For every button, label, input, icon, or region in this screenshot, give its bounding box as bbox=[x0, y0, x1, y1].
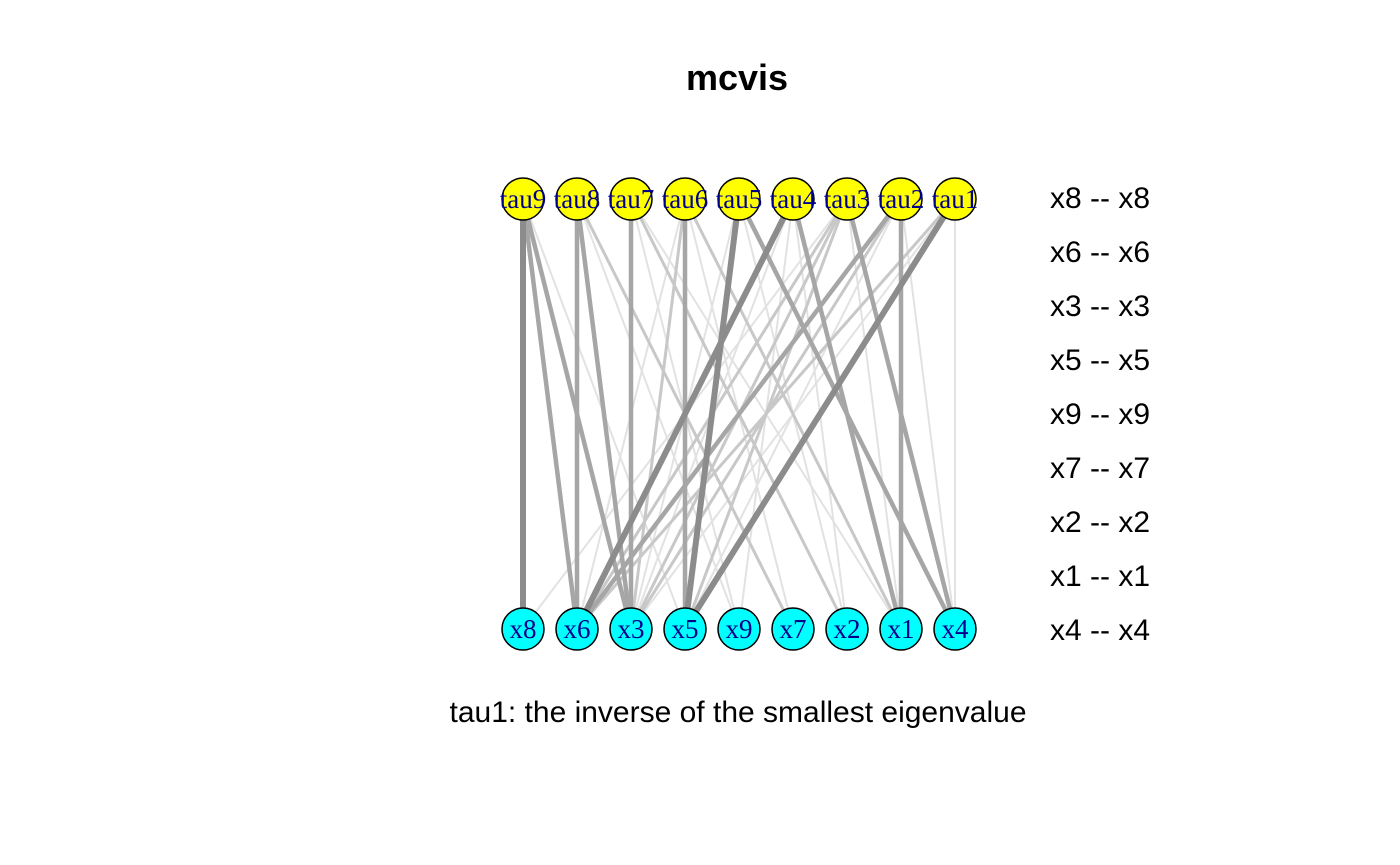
x-node-x1: x1 bbox=[879, 607, 923, 651]
node-label: tau2 bbox=[878, 184, 925, 214]
node-circle bbox=[609, 607, 653, 651]
edge-tau6-x1 bbox=[683, 198, 903, 630]
tau-node-tau5: tau5 bbox=[716, 177, 763, 221]
legend-item: x1 -- x1 bbox=[1050, 560, 1151, 593]
tau-node-tau9: tau9 bbox=[500, 177, 547, 221]
x-node-x5: x5 bbox=[663, 607, 707, 651]
legend-item: x2 -- x2 bbox=[1050, 506, 1151, 539]
legend-item: x8 -- x8 bbox=[1050, 182, 1151, 215]
node-circle bbox=[879, 177, 923, 221]
node-circle bbox=[717, 607, 761, 651]
edge-tau5-x5 bbox=[682, 198, 742, 630]
node-label: x6 bbox=[564, 614, 591, 644]
node-circle bbox=[771, 177, 815, 221]
node-label: tau3 bbox=[824, 184, 871, 214]
node-circle bbox=[501, 607, 545, 651]
node-label: tau9 bbox=[500, 184, 547, 214]
node-layer: tau9 tau8 tau7 tau6 tau5 tau4 tau3 tau2 tau1 x8 x6… bbox=[500, 177, 979, 651]
node-circle bbox=[717, 177, 761, 221]
node-circle bbox=[771, 607, 815, 651]
node-label: x4 bbox=[942, 614, 970, 644]
x-node-x2: x2 bbox=[825, 607, 869, 651]
edge-tau9-x6 bbox=[520, 198, 580, 630]
tau-node-tau2: tau2 bbox=[878, 177, 925, 221]
legend-item: x3 -- x3 bbox=[1050, 290, 1151, 323]
node-circle bbox=[555, 177, 599, 221]
node-label: x7 bbox=[780, 614, 807, 644]
node-label: tau7 bbox=[608, 184, 655, 214]
node-circle bbox=[501, 177, 545, 221]
node-circle bbox=[879, 607, 923, 651]
plot-caption: tau1: the inverse of the smallest eigenv… bbox=[449, 696, 1027, 729]
node-label: x5 bbox=[672, 614, 699, 644]
tau-node-tau1: tau1 bbox=[932, 177, 979, 221]
node-label: x9 bbox=[726, 614, 753, 644]
x-node-x4: x4 bbox=[933, 607, 977, 651]
edge-tau2-x4 bbox=[900, 198, 956, 630]
tau-node-tau7: tau7 bbox=[608, 177, 655, 221]
node-label: x8 bbox=[510, 614, 537, 644]
legend-item: x9 -- x9 bbox=[1050, 398, 1151, 431]
node-circle bbox=[663, 607, 707, 651]
legend-item: x4 -- x4 bbox=[1050, 614, 1151, 647]
tau-node-tau6: tau6 bbox=[662, 177, 709, 221]
node-label: tau4 bbox=[770, 184, 817, 214]
legend-item: x5 -- x5 bbox=[1050, 344, 1151, 377]
legend-item: x7 -- x7 bbox=[1050, 452, 1151, 485]
tau-node-tau3: tau3 bbox=[824, 177, 871, 221]
edge-tau5-x4 bbox=[736, 197, 958, 631]
tau-node-tau4: tau4 bbox=[770, 177, 817, 221]
x-node-x3: x3 bbox=[609, 607, 653, 651]
node-label: x3 bbox=[618, 614, 645, 644]
plot-title: mcvis bbox=[685, 57, 789, 98]
node-label: tau8 bbox=[554, 184, 601, 214]
edge-tau3-x4 bbox=[844, 198, 958, 630]
node-label: x2 bbox=[834, 614, 861, 644]
node-circle bbox=[825, 177, 869, 221]
x-node-x8: x8 bbox=[501, 607, 545, 651]
x-node-x7: x7 bbox=[771, 607, 815, 651]
node-label: tau6 bbox=[662, 184, 709, 214]
edge-tau6-x3 bbox=[629, 198, 687, 630]
node-label: tau5 bbox=[716, 184, 763, 214]
edge-tau4-x6 bbox=[574, 197, 796, 631]
edge-tau1-x5 bbox=[682, 197, 958, 631]
node-circle bbox=[933, 607, 977, 651]
edge-layer bbox=[520, 197, 958, 631]
node-circle bbox=[663, 177, 707, 221]
legend: x8 -- x8 x6 -- x6 x3 -- x3 x5 -- x5 x9 -… bbox=[1050, 180, 1250, 666]
tau-node-tau8: tau8 bbox=[554, 177, 601, 221]
node-circle bbox=[825, 607, 869, 651]
x-node-x9: x9 bbox=[717, 607, 761, 651]
edge-tau2-x6 bbox=[575, 197, 903, 631]
edge-tau3-x5 bbox=[683, 198, 849, 630]
edge-tau8-x3 bbox=[574, 198, 634, 630]
node-label: x1 bbox=[888, 614, 915, 644]
node-circle bbox=[933, 177, 977, 221]
x-node-x6: x6 bbox=[555, 607, 599, 651]
legend-item: x6 -- x6 bbox=[1050, 236, 1151, 269]
node-label: tau1 bbox=[932, 184, 979, 214]
node-circle bbox=[555, 607, 599, 651]
node-circle bbox=[609, 177, 653, 221]
